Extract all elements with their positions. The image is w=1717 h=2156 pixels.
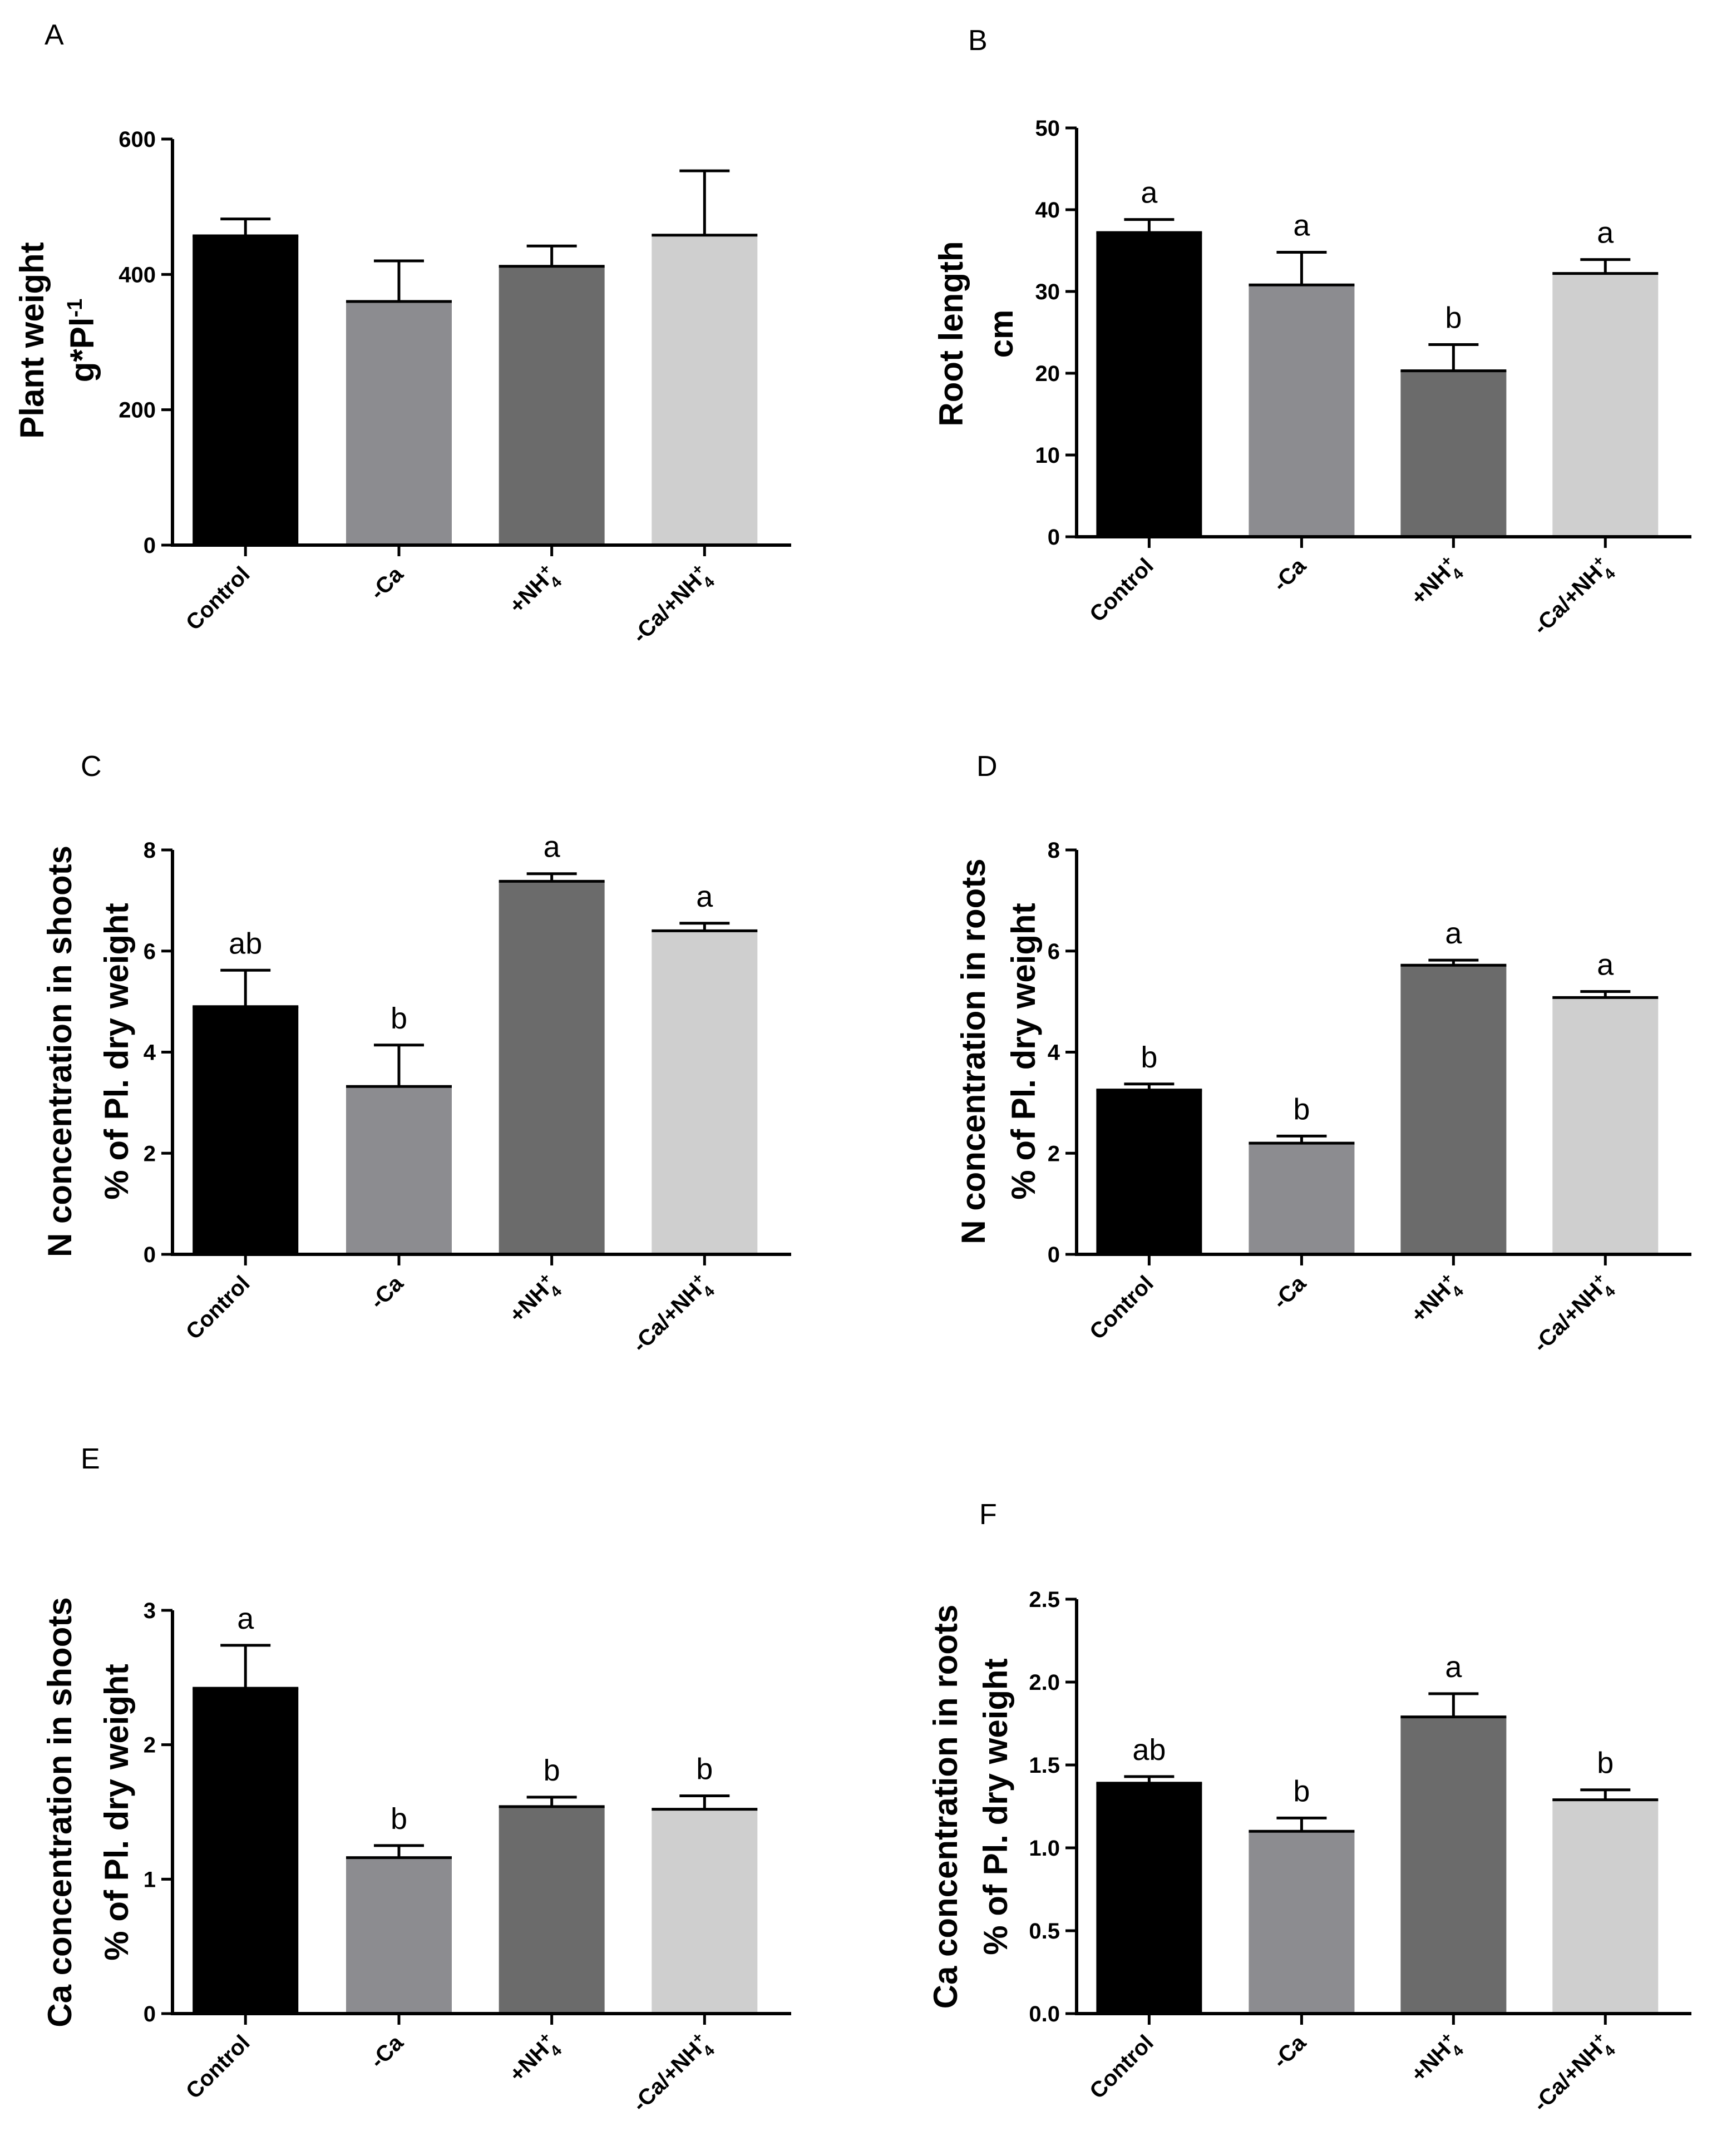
y-tick-label: 0 [144,533,156,558]
bar-2 [346,301,452,545]
y-tick-label: 20 [1035,362,1060,386]
bar-1 [1096,1090,1202,1254]
bar-1 [193,235,299,545]
y-tick-label: 0.5 [1029,1919,1060,1944]
chart-panel-d: D N concentration in roots % of Pl. dry we… [955,750,1691,1357]
significance-label: ab [1132,1733,1166,1767]
significance-label: a [1597,216,1614,250]
bar-3 [1400,1717,1507,2014]
y-axis-title-line-2: % of Pl. dry weight [98,1664,135,1960]
y-tick-label: 0 [1048,525,1060,550]
y-axis-title-superscript: -1 [63,299,87,318]
significance-label: ab [229,927,262,960]
significance-label: b [1445,301,1462,335]
y-tick-label: 1.5 [1029,1753,1060,1778]
bar-2 [1249,285,1355,537]
bar-4 [1552,1799,1659,2014]
bar-1 [1096,233,1202,537]
panel-letter: B [968,24,988,57]
bar-3 [1400,370,1507,537]
y-tick-label: 50 [1035,116,1060,141]
bar-3 [1400,965,1507,1254]
significance-label: b [1293,1092,1310,1126]
y-tick-label: 0.0 [1029,2002,1060,2026]
y-tick-label: 600 [119,127,156,152]
y-tick-label: 6 [1048,939,1060,964]
y-tick-label: 8 [1048,838,1060,863]
significance-label: a [1445,1650,1462,1684]
bar-3 [499,881,605,1254]
panel-letter: E [81,1443,100,1475]
bar-4 [652,931,758,1254]
y-tick-label: 40 [1035,198,1060,222]
y-axis-title-line-1: Root length [932,241,970,426]
y-tick-label: 3 [144,1599,156,1623]
significance-label: a [1141,176,1158,210]
y-tick-label: 2 [1048,1141,1060,1166]
bar-1 [193,1688,299,2014]
bar-1 [193,1006,299,1254]
significance-label: a [237,1602,254,1635]
y-tick-label: 1 [144,1867,156,1892]
significance-label: b [1293,1774,1310,1808]
bar-2 [346,1857,452,2014]
y-axis-title-line-1: Ca concentration in roots [927,1605,964,2009]
y-tick-label: 6 [144,939,156,964]
bar-2 [1249,1143,1355,1254]
significance-label: b [391,1802,407,1836]
y-tick-label: 0 [144,1243,156,1267]
y-tick-label: 2 [144,1141,156,1166]
panel-letter: A [45,19,64,51]
chart-panel-c: C N concentration in shoots % of Pl. dry w… [41,750,791,1357]
y-tick-label: 4 [1048,1041,1060,1065]
panel-letter: C [81,750,102,783]
y-axis-title-line-1: Ca concentration in shoots [41,1597,78,2027]
significance-label: b [1597,1747,1614,1780]
y-tick-label: 2.0 [1029,1670,1060,1695]
y-tick-label: 30 [1035,280,1060,304]
bar-1 [1096,1783,1202,2014]
significance-label: a [1293,209,1310,242]
significance-label: b [391,1002,407,1035]
panel-letter: D [976,750,998,783]
y-tick-label: 200 [119,398,156,423]
y-tick-label: 2.5 [1029,1588,1060,1612]
significance-label: a [1445,917,1462,950]
bar-3 [499,1806,605,2014]
y-axis-title-line-2: cm [983,310,1020,358]
significance-label: b [544,1754,560,1787]
significance-label: a [544,830,561,864]
y-tick-label: 0 [144,2002,156,2026]
significance-label: b [696,1753,713,1786]
bar-2 [1249,1831,1355,2014]
bar-4 [1552,997,1659,1254]
y-axis-title-line-2: % of Pl. dry weight [98,903,135,1199]
bar-4 [652,1809,758,2014]
y-tick-label: 8 [144,838,156,863]
y-tick-label: 10 [1035,443,1060,468]
significance-label: a [696,880,713,913]
y-tick-label: 1.0 [1029,1836,1060,1861]
y-axis-title-line-1: N concentration in shoots [41,845,78,1257]
panel-letter: F [979,1499,997,1531]
y-axis-title-line-1: Plant weight [13,242,51,438]
y-tick-label: 2 [144,1733,156,1758]
y-tick-label: 400 [119,263,156,287]
bar-4 [652,235,758,545]
y-tick-label: 4 [144,1041,156,1065]
significance-label: b [1141,1041,1157,1074]
bar-4 [1552,273,1659,537]
y-tick-label: 0 [1048,1243,1060,1267]
bar-2 [346,1086,452,1254]
y-axis-title-line-2: % of Pl. dry weight [977,1658,1014,1955]
y-axis-title-line-1: N concentration in roots [955,858,992,1244]
bar-3 [499,266,605,545]
significance-label: a [1597,948,1614,981]
y-axis-title-line-2: % of Pl. dry weight [1005,903,1042,1199]
